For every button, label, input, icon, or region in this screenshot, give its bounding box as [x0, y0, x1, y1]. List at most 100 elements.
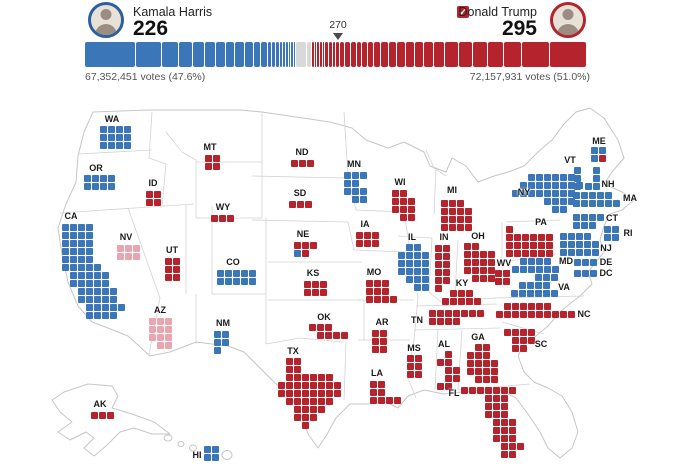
ev-square-ME: [599, 155, 606, 162]
state-label-NV: NV: [119, 232, 133, 242]
bar-segment-AR[interactable]: [339, 42, 345, 67]
bar-segment-AL[interactable]: [388, 42, 397, 67]
ev-square-AZ: [165, 334, 172, 341]
ev-square-SC: [512, 337, 519, 344]
ev-square-IL: [406, 268, 413, 275]
ev-square-TX: [302, 390, 309, 397]
ev-square-TX: [294, 358, 301, 365]
bar-segment-OH[interactable]: [488, 42, 504, 67]
bar-segment-LA[interactable]: [381, 42, 388, 67]
bar-segment-MS[interactable]: [356, 42, 362, 67]
state-label-TN: TN: [411, 315, 423, 325]
ev-square-IA: [372, 240, 379, 247]
ev-square-WI: [408, 198, 415, 205]
ev-square-CA: [70, 248, 77, 255]
bar-segment-WA[interactable]: [204, 42, 215, 67]
bar-segment-IL[interactable]: [161, 42, 179, 67]
ev-square-TX: [318, 374, 325, 381]
bar-segment-ID[interactable]: [325, 42, 328, 67]
ev-square-CO: [249, 270, 256, 277]
bar-segment-CO[interactable]: [225, 42, 235, 67]
ev-square-PA: [538, 242, 545, 249]
ev-square-MA: [581, 200, 588, 207]
bar-segment-VT[interactable]: [291, 42, 294, 67]
bar-segment-OK[interactable]: [367, 42, 374, 67]
bar-segment-RI[interactable]: [279, 42, 283, 67]
state-label-NJ: NJ: [600, 243, 612, 253]
bar-segment-DC[interactable]: [283, 42, 285, 67]
bar-segment-MO[interactable]: [405, 42, 414, 67]
bar-segment-WV[interactable]: [336, 42, 339, 67]
ev-square-OK: [325, 332, 332, 339]
ev-square-NJ: [568, 249, 575, 256]
bar-segment-IN[interactable]: [424, 42, 434, 67]
bar-segment-OR[interactable]: [253, 42, 261, 67]
bar-segment-GA[interactable]: [458, 42, 473, 67]
ev-square-CA: [94, 264, 101, 271]
bar-segment-NE[interactable]: [332, 42, 336, 67]
ev-square-GA: [467, 368, 474, 375]
bar-segment-KY[interactable]: [374, 42, 381, 67]
ev-square-MO: [366, 280, 373, 287]
ev-square-IN: [443, 253, 450, 260]
bar-segment-CT[interactable]: [261, 42, 267, 67]
ev-square-MN: [352, 172, 359, 179]
bar-segment-PA[interactable]: [504, 42, 521, 67]
ev-square-TX: [302, 374, 309, 381]
ev-square-RI: [604, 234, 611, 241]
bar-segment-NC[interactable]: [473, 42, 488, 67]
bar-segment-CA[interactable]: [85, 42, 135, 67]
bar-segment-KS[interactable]: [350, 42, 356, 67]
bar-segment-HI[interactable]: [272, 42, 275, 67]
ev-square-ND: [299, 160, 306, 167]
ev-square-NY: [552, 206, 559, 213]
bar-segment-NH[interactable]: [275, 42, 279, 67]
bar-segment-IA[interactable]: [345, 42, 350, 67]
ev-square-PA: [506, 226, 513, 233]
bar-segment-SD[interactable]: [319, 42, 322, 67]
bar-segment-MD[interactable]: [235, 42, 244, 67]
bar-segment-AK[interactable]: [314, 42, 317, 67]
ev-square-WY: [211, 215, 218, 222]
ev-square-CA: [110, 304, 117, 311]
ev-square-IL: [422, 268, 429, 275]
bar-segment-SC[interactable]: [397, 42, 405, 67]
bar-segment-NE-2[interactable]: [294, 42, 296, 67]
bar-segment-ME[interactable]: [288, 42, 291, 67]
ev-square-AL: [445, 367, 452, 374]
bar-segment-VA[interactable]: [192, 42, 204, 67]
bar-segment-TN[interactable]: [434, 42, 444, 67]
ev-square-ID: [154, 191, 161, 198]
ev-square-DC: [574, 270, 581, 277]
ev-square-NH: [593, 183, 600, 190]
bar-segment-WI[interactable]: [414, 42, 424, 67]
state-label-KY: KY: [455, 278, 469, 288]
bar-segment-NJ[interactable]: [179, 42, 192, 67]
bar-segment-NY[interactable]: [135, 42, 161, 67]
ev-square-MT: [213, 155, 220, 162]
ev-square-UT: [165, 266, 172, 273]
bar-segment-WY[interactable]: [322, 42, 325, 67]
bar-segment-AZ[interactable]: [296, 42, 306, 67]
ev-square-NJ: [592, 241, 599, 248]
bar-segment-MI[interactable]: [444, 42, 458, 67]
bar-segment-FL[interactable]: [521, 42, 549, 67]
ev-square-CA: [62, 232, 69, 239]
bar-segment-NM[interactable]: [267, 42, 272, 67]
bar-segment-ME-2[interactable]: [312, 42, 314, 67]
bar-segment-MN[interactable]: [244, 42, 253, 67]
bar-segment-MT[interactable]: [329, 42, 332, 67]
trump-electoral-votes: 295: [501, 17, 537, 40]
bar-segment-MA[interactable]: [215, 42, 225, 67]
bar-segment-UT[interactable]: [362, 42, 367, 67]
ev-square-NM: [222, 339, 229, 346]
ev-square-NJ: [576, 249, 583, 256]
ev-square-WA: [100, 126, 107, 133]
state-label-PA: PA: [535, 217, 547, 227]
bar-segment-DE[interactable]: [285, 42, 288, 67]
bar-segment-ND[interactable]: [317, 42, 319, 67]
bar-segment-NV[interactable]: [306, 42, 312, 67]
ev-square-CA: [62, 240, 69, 247]
ev-square-PA: [538, 234, 545, 241]
bar-segment-TX[interactable]: [549, 42, 587, 67]
